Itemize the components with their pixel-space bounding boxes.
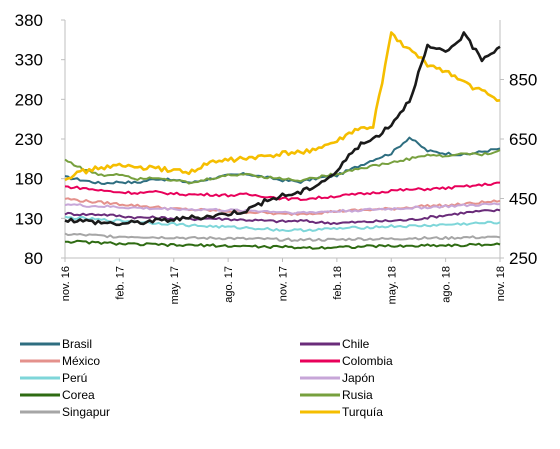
legend: Brasil Chile México Colombia Perú Japón Corea R… [20,337,393,419]
series-line-rusia [64,149,501,185]
left-tick-label: 230 [15,130,43,149]
x-tick-label: ago. 17 [223,266,235,303]
right-tick-label: 450 [509,190,537,209]
legend-label-singapur: Singapur [62,405,110,419]
left-tick-label: 380 [15,11,43,30]
x-tick-label: nov. 16 [60,266,72,301]
legend-label-colombia: Colombia [342,354,393,368]
left-tick-label: 180 [15,170,43,189]
legend-label-japon: Japón [342,371,375,385]
left-tick-label: 80 [24,249,43,268]
series-line-unnamed [64,31,501,227]
legend-label-mexico: México [62,354,100,368]
right-tick-label: 650 [509,130,537,149]
axes-layer: 80 130 180 230 280 330 380 250 450 650 850 nov. 16 f… [15,11,538,304]
series-line-chile [64,208,501,226]
legend-label-rusia: Rusia [342,388,373,402]
legend-label-chile: Chile [342,337,370,351]
legend-label-corea: Corea [62,388,95,402]
series-line-turquia [64,31,501,182]
series-line-mexico [64,197,501,216]
legend-label-brasil: Brasil [62,337,92,351]
series-line-brasil [64,136,501,185]
left-tick-label: 330 [15,51,43,70]
series-line-corea [64,239,501,250]
x-tick-label: may. 18 [386,266,398,304]
x-tick-label: feb. 18 [332,266,344,300]
legend-label-peru: Perú [62,371,87,385]
x-tick-label: may. 17 [169,266,181,304]
series-line-singapur [64,232,501,242]
left-tick-label: 280 [15,90,43,109]
series-line-peru [64,215,501,233]
series-line-colombia [64,181,500,201]
series-line-japon [64,202,501,215]
series-layer [64,31,501,250]
right-tick-label: 850 [509,71,537,90]
x-tick-label: nov. 18 [495,266,507,301]
x-tick-label: feb. 17 [114,266,126,300]
left-tick-label: 130 [15,209,43,228]
right-tick-label: 250 [509,249,537,268]
legend-label-turquia: Turquía [342,405,383,419]
x-tick-label: ago. 18 [441,266,453,303]
x-tick-label: nov. 17 [278,266,290,301]
